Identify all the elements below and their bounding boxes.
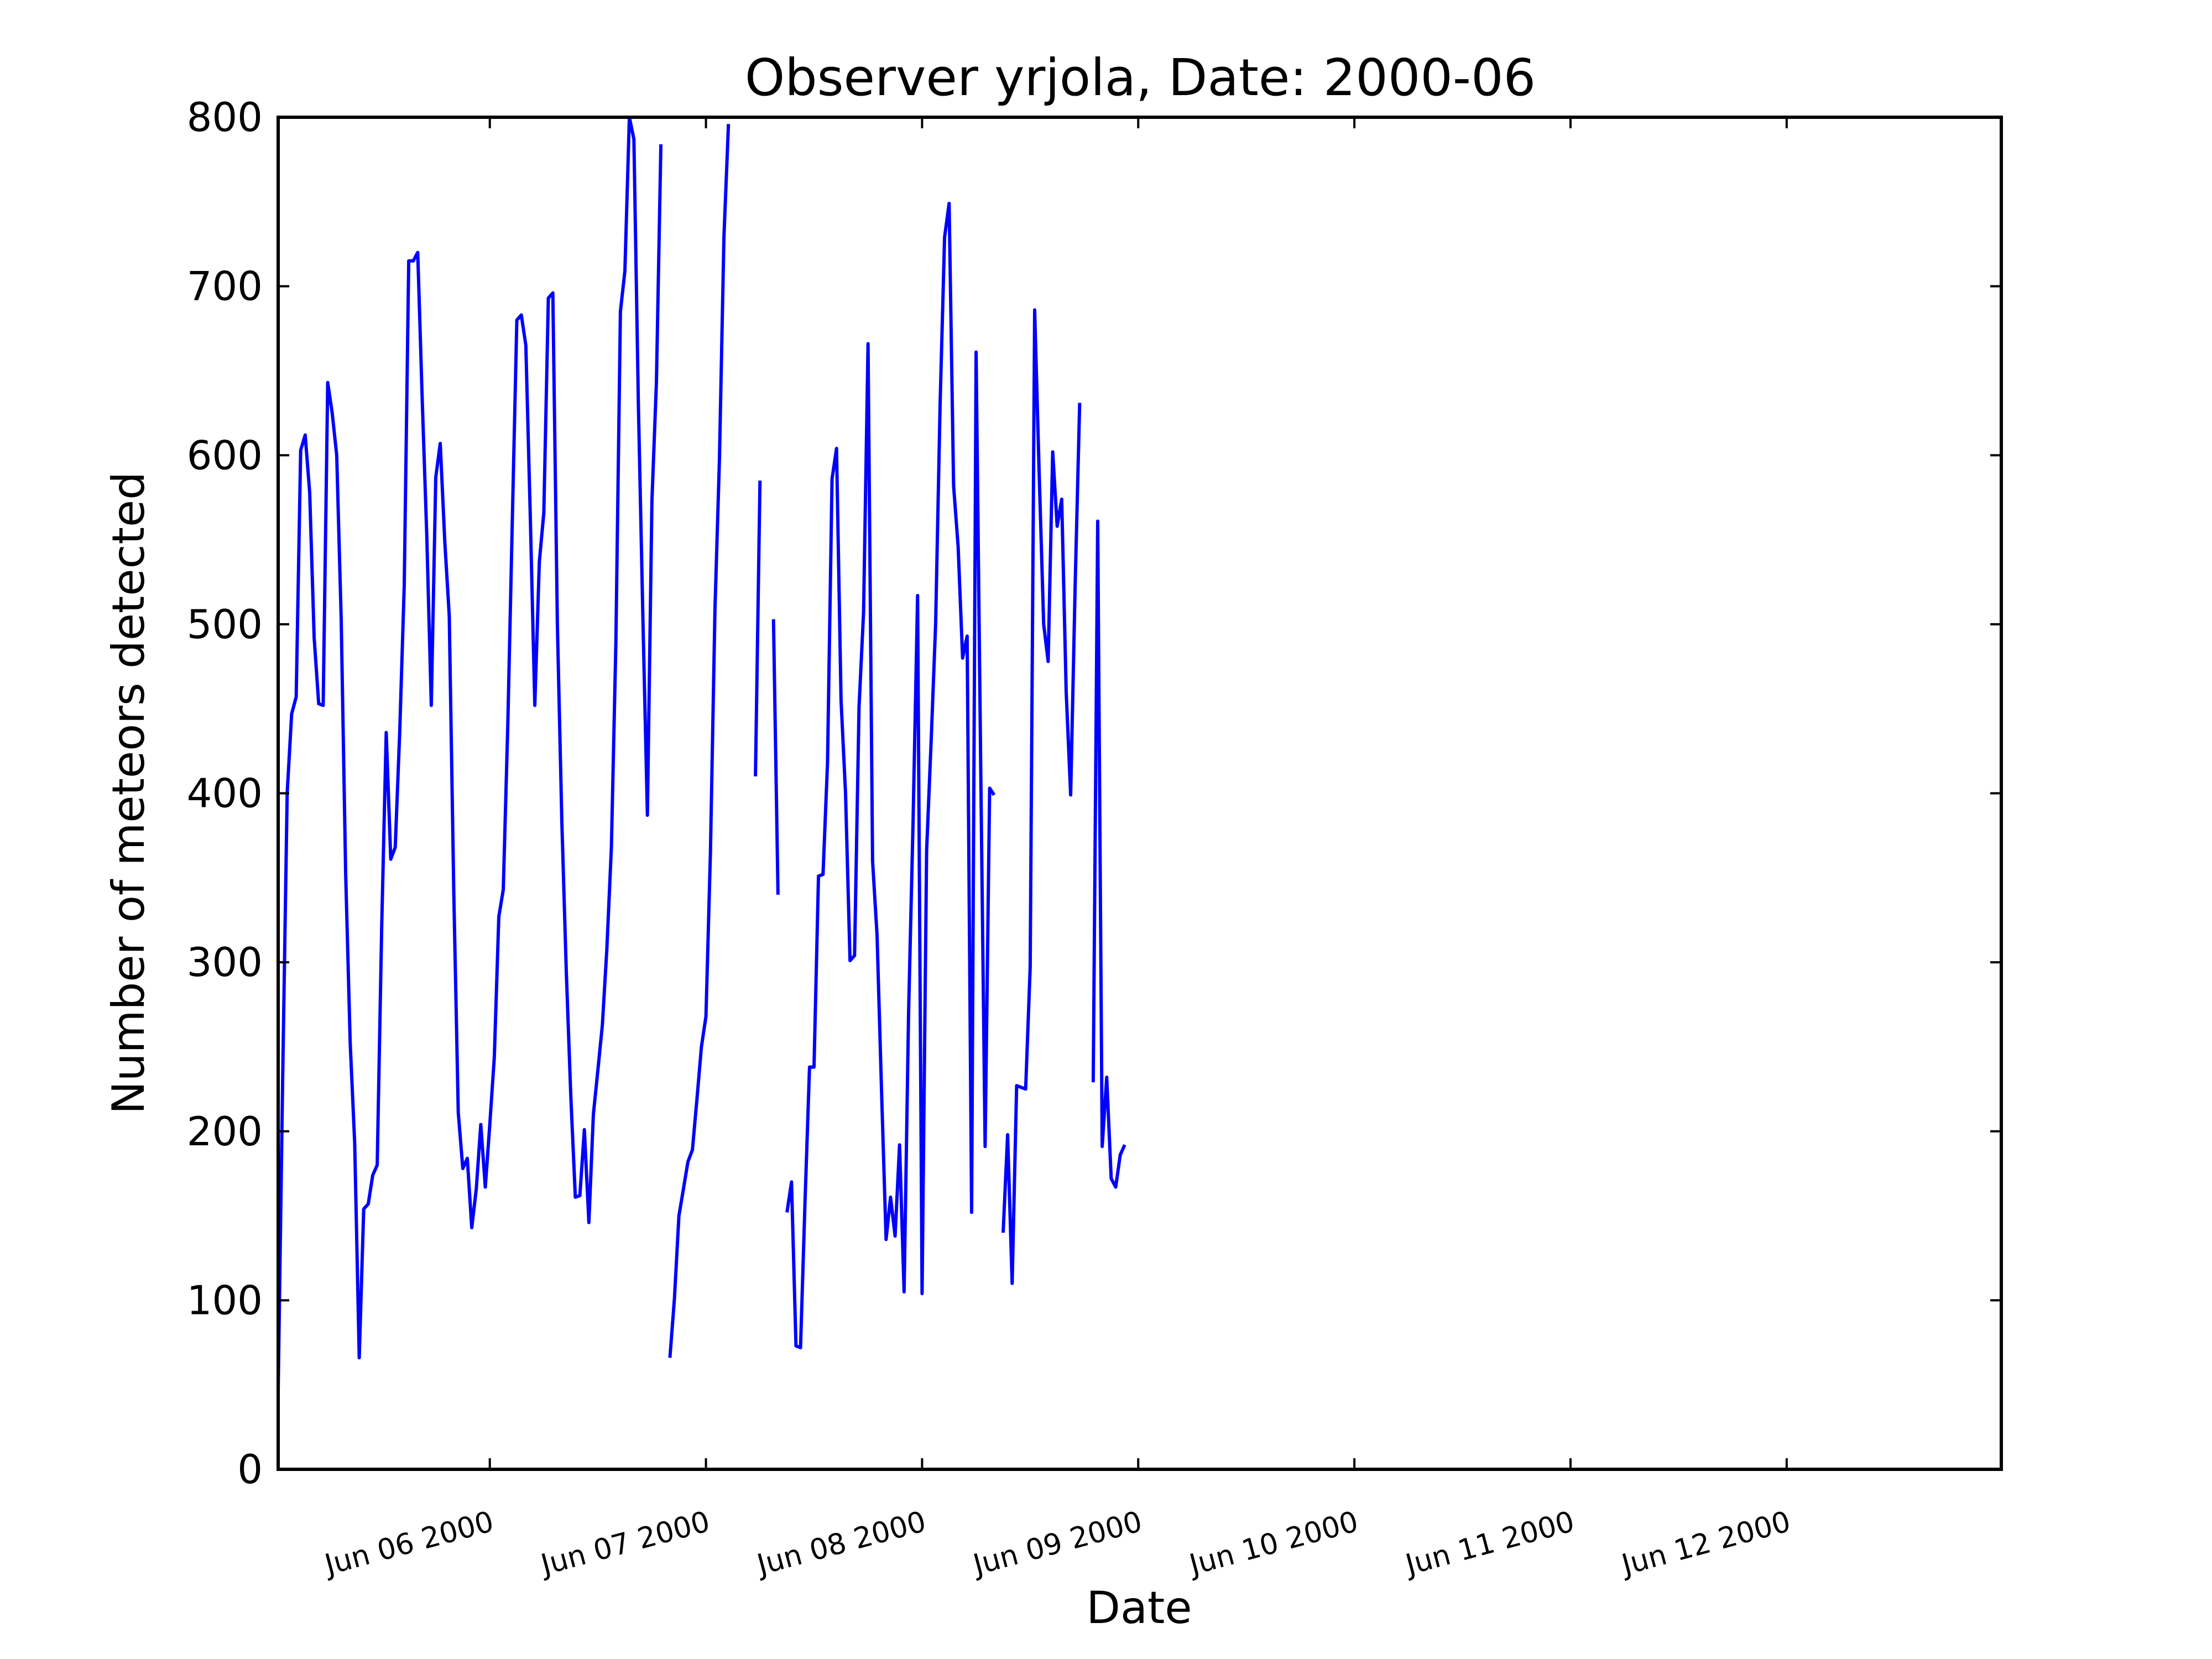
series-line-segment-5 (785, 201, 996, 1349)
y-tick-label-400: 400 (187, 770, 263, 817)
plot-lines (276, 116, 1126, 1394)
y-tick-label-600: 600 (187, 432, 263, 478)
y-tick-label-300: 300 (187, 939, 263, 985)
y-axis-label: Number of meteors detected (103, 472, 154, 1114)
series-line-segment-6 (1001, 308, 1082, 1285)
y-tick-label-0: 0 (237, 1446, 263, 1493)
series-line-segment-2 (668, 124, 731, 1358)
series-line-segment-7 (1091, 519, 1126, 1189)
y-tick-label-700: 700 (187, 263, 263, 310)
y-tick-label-100: 100 (187, 1277, 263, 1323)
y-axis: 0 100 200 300 400 500 600 700 800 (187, 94, 2001, 1493)
y-tick-label-200: 200 (187, 1108, 263, 1155)
y-tick-label-800: 800 (187, 94, 263, 140)
series-line-segment-1 (276, 116, 663, 1394)
chart-title: Observer yrjola, Date: 2000-06 (745, 48, 1536, 107)
y-tick-label-500: 500 (187, 601, 263, 648)
series-line-segment-4 (771, 619, 780, 895)
series-line-segment-3 (754, 481, 762, 776)
plot-frame (276, 116, 2003, 1471)
x-axis-label: Date (1086, 1582, 1192, 1634)
